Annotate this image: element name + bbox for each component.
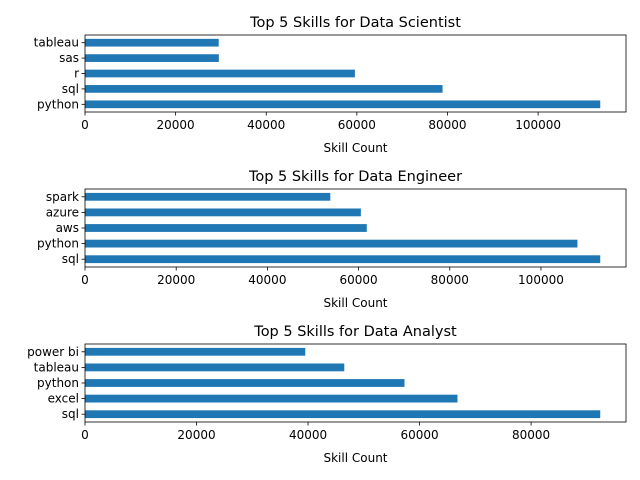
bar-python bbox=[85, 239, 578, 248]
bar-power-bi bbox=[85, 347, 306, 356]
bar-python bbox=[85, 379, 405, 387]
y-tick-label: sql bbox=[62, 407, 79, 421]
x-tick-label: 0 bbox=[81, 273, 89, 287]
x-axis-label: Skill Count bbox=[323, 141, 387, 155]
x-tick-label: 40000 bbox=[247, 118, 285, 132]
chart-title: Top 5 Skills for Data Scientist bbox=[249, 15, 461, 31]
bar-azure bbox=[85, 208, 361, 217]
x-tick-label: 60000 bbox=[400, 428, 438, 442]
y-tick-label: spark bbox=[46, 190, 79, 204]
bar-r bbox=[85, 69, 355, 78]
x-tick-label: 20000 bbox=[177, 428, 215, 442]
y-tick-label: aws bbox=[56, 221, 79, 235]
x-tick-label: 100000 bbox=[515, 118, 561, 132]
bar-sql bbox=[85, 85, 443, 93]
y-tick-label: excel bbox=[48, 392, 79, 406]
x-tick-label: 40000 bbox=[289, 428, 327, 442]
bar-spark bbox=[85, 192, 331, 201]
x-tick-label: 0 bbox=[81, 428, 89, 442]
x-tick-label: 80000 bbox=[428, 118, 466, 132]
x-tick-label: 100000 bbox=[518, 273, 564, 287]
y-tick-label: azure bbox=[46, 205, 79, 219]
y-tick-label: sql bbox=[62, 252, 79, 266]
y-tick-label: tableau bbox=[34, 360, 79, 374]
y-tick-label: python bbox=[37, 376, 79, 390]
y-tick-label: python bbox=[37, 97, 79, 111]
x-tick-label: 40000 bbox=[248, 273, 286, 287]
bar-tableau bbox=[85, 363, 345, 372]
bar-aws bbox=[85, 224, 367, 232]
x-tick-label: 20000 bbox=[157, 118, 195, 132]
chart-title: Top 5 Skills for Data Analyst bbox=[253, 324, 457, 340]
y-tick-label: r bbox=[74, 67, 79, 81]
bar-excel bbox=[85, 394, 458, 403]
x-tick-label: 80000 bbox=[431, 273, 469, 287]
bar-python bbox=[85, 100, 601, 109]
x-axis-label: Skill Count bbox=[323, 451, 387, 465]
y-tick-label: power bi bbox=[27, 345, 79, 359]
bar-sql bbox=[85, 255, 601, 264]
x-tick-label: 20000 bbox=[157, 273, 195, 287]
x-axis-label: Skill Count bbox=[323, 296, 387, 310]
x-tick-label: 0 bbox=[81, 118, 89, 132]
y-tick-label: sas bbox=[59, 51, 79, 65]
x-tick-label: 60000 bbox=[338, 118, 376, 132]
bar-sas bbox=[85, 54, 219, 62]
x-tick-label: 80000 bbox=[512, 428, 550, 442]
bar-tableau bbox=[85, 38, 219, 47]
chart-title: Top 5 Skills for Data Engineer bbox=[248, 169, 462, 185]
y-tick-label: tableau bbox=[34, 36, 79, 50]
x-tick-label: 60000 bbox=[339, 273, 377, 287]
bar-sql bbox=[85, 410, 601, 419]
y-tick-label: sql bbox=[62, 82, 79, 96]
y-tick-label: python bbox=[37, 237, 79, 251]
